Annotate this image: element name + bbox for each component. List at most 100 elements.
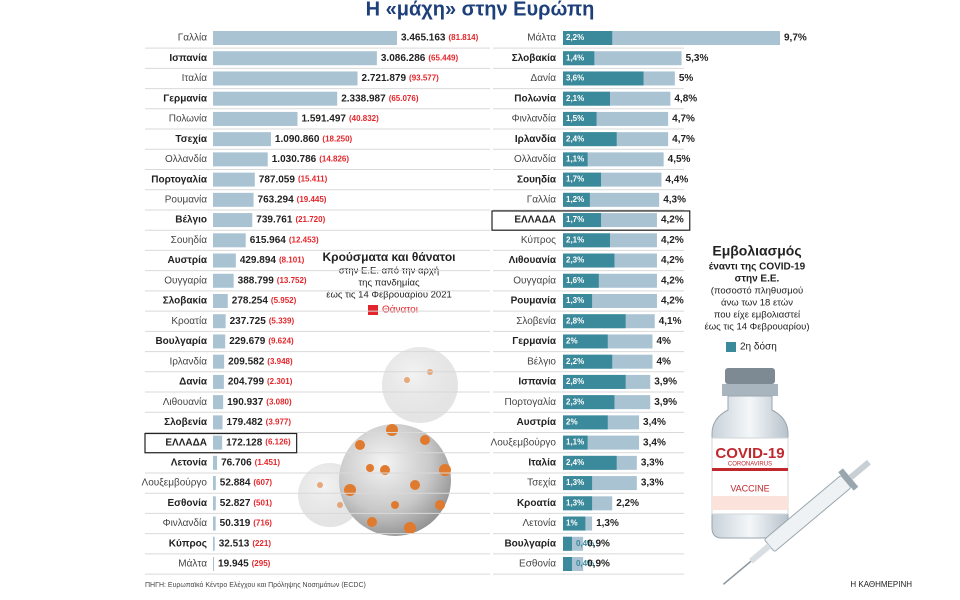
value-label: 1.090.860 <box>275 134 320 145</box>
legend-label: 2η δόση <box>740 341 777 353</box>
deaths-label: (40.832) <box>349 114 379 123</box>
category-label: Ρουμανία <box>165 193 207 205</box>
value-label: 278.254 <box>232 296 269 307</box>
category-label: Βουλγαρία <box>504 538 556 549</box>
category-label: Ουγγαρία <box>164 274 207 286</box>
deaths-label: (607) <box>253 478 272 487</box>
value-label: 229.679 <box>229 336 266 347</box>
bar <box>213 395 224 410</box>
second-dose-bar <box>563 435 588 450</box>
value-label: 3,9% <box>654 377 677 388</box>
second-dose-bar <box>563 71 644 86</box>
second-dose-label: 2,3% <box>566 256 584 265</box>
bar <box>213 253 236 268</box>
value-label: 4,8% <box>674 93 697 104</box>
bar <box>213 71 358 86</box>
chart-title: Κρούσματα και θάνατοι <box>322 250 455 264</box>
value-label: 4,2% <box>661 215 684 226</box>
bar <box>213 294 228 308</box>
second-dose-label: 0,4% <box>576 559 594 568</box>
second-dose-bar <box>563 536 572 551</box>
value-label: 179.482 <box>227 417 264 428</box>
category-label: Φινλανδία <box>512 113 557 125</box>
second-dose-bar <box>563 172 602 187</box>
second-dose-label: 2% <box>566 417 578 426</box>
category-label: ΕΛΛΑΔΑ <box>165 437 207 448</box>
value-label: 204.799 <box>228 377 265 388</box>
category-label: Βέλγιο <box>175 215 207 226</box>
deaths-label: (8.101) <box>279 256 305 265</box>
second-dose-label: 2,8% <box>566 377 584 386</box>
category-label: Σουηδία <box>171 234 208 246</box>
category-label: Πορτογαλία <box>151 174 208 185</box>
category-label: Φινλανδία <box>163 517 208 529</box>
chart-note: άνω των 18 ετών <box>721 298 793 309</box>
category-label: Ουγγαρία <box>513 274 556 286</box>
value-label: 50.319 <box>220 518 251 529</box>
deaths-label: (19.445) <box>297 195 327 204</box>
bar <box>213 91 338 106</box>
virus-illustration <box>298 347 458 536</box>
second-dose-bar <box>563 273 599 288</box>
bar <box>563 152 664 167</box>
highlight-box <box>491 210 691 231</box>
value-label: 388.799 <box>238 275 275 286</box>
second-dose-bar <box>563 476 593 491</box>
value-label: 615.964 <box>250 235 287 246</box>
second-dose-label: 1,3% <box>566 296 584 305</box>
value-label: 209.582 <box>228 356 265 367</box>
legend-swatch <box>726 342 736 352</box>
second-dose-bar <box>563 31 613 45</box>
category-label: Κροατία <box>517 498 557 509</box>
value-label: 237.725 <box>230 316 267 327</box>
bar <box>213 496 216 511</box>
category-label: Αυστρία <box>517 417 557 428</box>
source: ΠΗΓΗ: Ευρωπαϊκό Κέντρο Ελέγχου και Πρόλη… <box>145 581 366 589</box>
value-label: 4% <box>656 336 671 347</box>
highlight-box <box>144 432 298 454</box>
deaths-label: (13.752) <box>277 276 307 285</box>
category-label: Ολλανδία <box>165 153 207 165</box>
bar <box>213 435 223 450</box>
category-label: Τσεχία <box>175 134 207 145</box>
category-label: Λιθουανία <box>509 255 557 266</box>
value-label: 3,4% <box>643 437 666 448</box>
category-label: Πολωνία <box>169 113 207 125</box>
second-dose-label: 1,3% <box>566 478 584 487</box>
second-dose-label: 1,7% <box>566 175 584 184</box>
category-label: Σλοβενία <box>164 417 208 428</box>
value-label: 2.721.879 <box>362 73 407 84</box>
value-label: 3,9% <box>654 397 677 408</box>
second-dose-label: 3,6% <box>566 74 584 83</box>
bar <box>213 152 268 167</box>
bar <box>213 557 215 571</box>
second-dose-label: 2,3% <box>566 397 584 406</box>
bar <box>213 192 254 207</box>
category-label: Αυστρία <box>168 255 208 266</box>
credit: Η ΚΑΘΗΜΕΡΙΝΗ <box>850 580 912 589</box>
value-label: 3,3% <box>641 457 664 468</box>
deaths-label: (221) <box>252 539 271 548</box>
chart-subtitle: έναντι της COVID-19 <box>709 262 806 273</box>
category-label: Λετονία <box>171 457 208 468</box>
value-label: 4,3% <box>663 194 686 205</box>
vial-text: VACCINE <box>730 483 769 493</box>
value-label: 1.591.497 <box>302 114 347 125</box>
value-label: 4,2% <box>661 275 684 286</box>
second-dose-bar <box>563 415 608 430</box>
value-label: 2,2% <box>616 498 639 509</box>
deaths-label: (5.339) <box>269 316 295 325</box>
deaths-label: (93.577) <box>409 74 439 83</box>
category-label: Κύπρος <box>521 234 556 246</box>
bar <box>213 233 246 248</box>
deaths-label: (3.948) <box>267 357 293 366</box>
category-label: Ιρλανδία <box>515 134 557 145</box>
bar <box>213 273 234 288</box>
deaths-label: (5.952) <box>271 296 297 305</box>
deaths-label: (3.080) <box>266 397 292 406</box>
second-dose-bar <box>563 395 615 410</box>
second-dose-bar <box>563 557 572 571</box>
category-label: Τσεχία <box>527 477 556 489</box>
bar <box>213 354 225 369</box>
chart-note: (ποσοστό πληθυσμού <box>711 286 803 297</box>
